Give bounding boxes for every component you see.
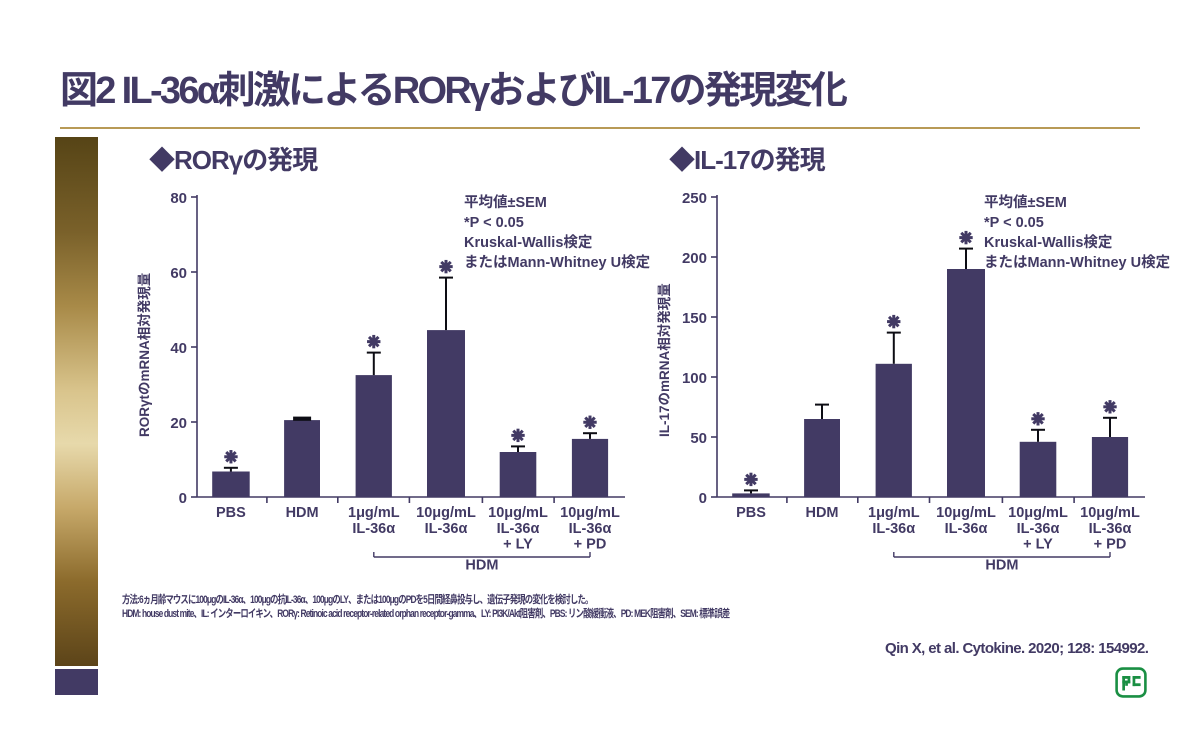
svg-text:+ PD: + PD [1094, 537, 1127, 553]
svg-text:10μg/mL: 10μg/mL [1008, 505, 1068, 521]
svg-text:60: 60 [170, 265, 187, 282]
svg-text:40: 40 [170, 340, 187, 357]
svg-text:0: 0 [699, 490, 707, 507]
svg-text:IL-36α: IL-36α [425, 521, 468, 537]
svg-text:PBS: PBS [736, 505, 766, 521]
svg-text:80: 80 [170, 190, 187, 207]
svg-text:1μg/mL: 1μg/mL [348, 505, 400, 521]
svg-text:PBS: PBS [216, 505, 246, 521]
svg-text:IL-36α: IL-36α [569, 521, 612, 537]
svg-text:IL-36α: IL-36α [497, 521, 540, 537]
svg-text:HDM: HDM [465, 558, 498, 574]
svg-text:1μg/mL: 1μg/mL [868, 505, 920, 521]
svg-text:10μg/mL: 10μg/mL [416, 505, 476, 521]
svg-text:20: 20 [170, 415, 187, 432]
svg-text:10μg/mL: 10μg/mL [1080, 505, 1140, 521]
svg-text:+ LY: + LY [1023, 537, 1053, 553]
svg-text:+ PD: + PD [574, 537, 607, 553]
svg-text:HDM: HDM [985, 558, 1018, 574]
svg-text:200: 200 [682, 250, 707, 267]
svg-text:10μg/mL: 10μg/mL [560, 505, 620, 521]
svg-text:IL-36α: IL-36α [1089, 521, 1132, 537]
svg-text:150: 150 [682, 310, 707, 327]
svg-text:+ LY: + LY [503, 537, 533, 553]
svg-text:100: 100 [682, 370, 707, 387]
svg-text:50: 50 [690, 430, 707, 447]
svg-text:0: 0 [179, 490, 187, 507]
svg-text:HDM: HDM [286, 505, 319, 521]
svg-text:10μg/mL: 10μg/mL [488, 505, 548, 521]
svg-text:IL-36α: IL-36α [1017, 521, 1060, 537]
svg-text:250: 250 [682, 190, 707, 207]
svg-text:IL-36α: IL-36α [945, 521, 988, 537]
svg-text:IL-36α: IL-36α [872, 521, 915, 537]
svg-text:IL-36α: IL-36α [352, 521, 395, 537]
svg-text:HDM: HDM [805, 505, 838, 521]
svg-text:10μg/mL: 10μg/mL [936, 505, 996, 521]
